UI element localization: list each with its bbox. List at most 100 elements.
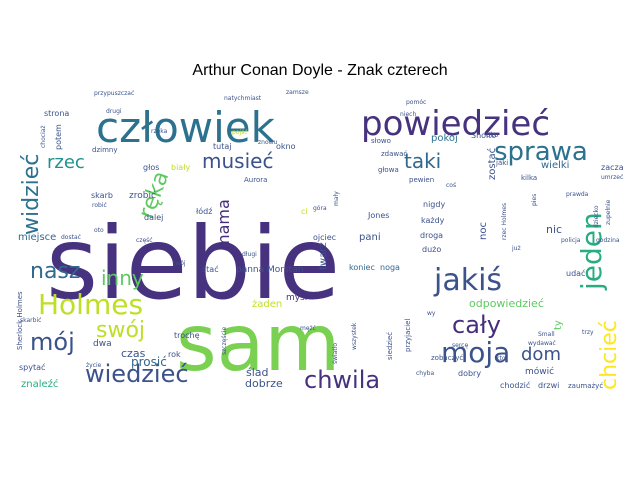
word-53: okno [276,142,296,151]
word-105: dziecko [593,205,600,228]
word-1: sam [176,299,340,389]
word-118: znowu [258,139,278,146]
word-121: góra [313,205,327,212]
word-123: umrzeć [601,174,623,181]
word-114: już [511,245,521,252]
word-115: drugi [106,108,122,115]
word-29: ślad [246,366,269,379]
word-72: trochę [174,331,200,340]
word-86: przyjaciel [404,319,412,352]
word-2: człowiek [96,103,276,152]
word-45: mówić [525,366,554,377]
word-19: rzec [47,152,85,173]
word-60: Sholto [471,131,496,140]
word-9: moja [441,336,510,369]
word-33: zrobić [129,190,156,201]
word-47: chodzić [500,380,530,390]
word-22: mama [214,199,233,250]
word-25: wielki [541,160,569,171]
word-4: sprawa [494,137,588,167]
word-79: oko [486,131,498,139]
word-82: przypuszczać [94,90,134,97]
word-119: oto [94,227,104,234]
word-71: dwa [93,339,112,349]
word-106: światło [332,343,339,364]
word-78: jaki [495,159,508,167]
word-55: potem [54,124,63,150]
word-23: dom [521,344,561,365]
word-87: siedzieć [386,332,394,360]
word-37: panna Morstan [236,265,303,275]
word-44: ty [553,320,564,330]
word-67: udać [566,268,585,278]
word-61: nigdy [423,200,445,209]
word-98: trzy [582,329,594,336]
word-0: siebie [46,205,340,322]
word-122: godzina [596,237,620,244]
word-26: prosić [131,355,167,369]
word-73: rok [168,350,181,359]
word-11: chwila [304,366,380,394]
word-64: dużo [422,245,441,254]
word-51: biały [171,163,190,172]
word-13: mój [30,328,75,356]
word-40: pani [359,232,381,243]
word-39: noga [380,263,400,272]
word-24: pokój [431,132,458,144]
word-5: jakiś [433,263,502,298]
word-104: zupełnie [605,199,612,225]
word-81: zamsze [286,90,309,96]
word-85: zaumażyć [568,382,603,390]
word-57: słowo [371,137,391,145]
word-89: policja [561,237,581,244]
word-3: powiedzieć [361,104,550,144]
word-65: ojciec [313,233,336,242]
word-101: skarbić [20,317,41,324]
word-112: wydawać [528,340,556,347]
word-62: każdy [421,216,445,225]
word-75: stać [202,264,219,274]
word-8: chcieć [597,320,622,390]
word-110: pies [531,194,538,206]
word-35: myśl [286,292,307,303]
word-7: jeden [575,212,608,291]
word-92: długi [242,251,257,258]
word-88: pewien [409,176,434,184]
word-58: zdawać [381,150,407,158]
word-107: niech [400,111,416,118]
word-93: mały [333,191,340,206]
word-18: widzieć [19,154,44,235]
word-46: dobry [458,369,481,378]
word-56: dzimny [92,146,117,154]
word-90: prawda [566,191,589,198]
word-59: głowa [378,166,399,174]
word-125: sercę [452,342,468,349]
word-30: dobrze [245,377,283,390]
word-91: część [136,237,153,244]
word-100: robić [92,202,107,209]
word-80: natychmiast [224,95,262,102]
word-66: Jones [367,211,389,220]
word-102: szczęście [221,326,228,355]
word-74: spytać [19,362,45,372]
word-120: mężć [300,325,316,332]
word-31: znaleźć [21,378,58,390]
word-126: coś [446,182,456,189]
word-27: odpowiedzieć [469,297,544,310]
word-41: nic [546,223,562,236]
word-38: koniec [349,263,375,272]
word-63: droga [420,231,443,240]
word-116: rzeka [151,128,168,135]
word-111: Small [538,331,555,338]
word-34: żaden [252,299,282,310]
word-54: strona [44,109,69,118]
word-103: chociaż [40,125,47,148]
word-32: miejsce [18,232,56,243]
word-83: Aurora [244,176,267,184]
word-108: pomóc [406,99,426,106]
word-94: chyba [416,370,434,377]
word-10: cały [452,311,501,339]
word-117: pojść [232,129,248,136]
word-43: zostać [486,148,498,180]
